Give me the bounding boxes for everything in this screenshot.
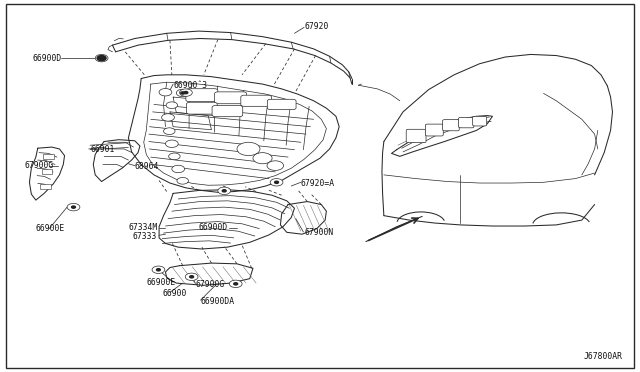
Circle shape: [159, 89, 172, 96]
Circle shape: [179, 89, 192, 96]
Circle shape: [166, 102, 177, 109]
Text: 66900D: 66900D: [198, 223, 228, 232]
Circle shape: [185, 273, 198, 280]
Circle shape: [162, 114, 174, 121]
Circle shape: [169, 153, 180, 160]
FancyBboxPatch shape: [459, 118, 474, 128]
Text: 66900̂3: 66900̂3: [173, 81, 207, 90]
Circle shape: [184, 92, 188, 94]
Circle shape: [100, 57, 104, 59]
Circle shape: [176, 89, 189, 97]
Circle shape: [189, 276, 193, 278]
FancyBboxPatch shape: [212, 106, 243, 117]
Circle shape: [218, 187, 230, 195]
Circle shape: [267, 161, 284, 170]
Circle shape: [180, 92, 184, 94]
FancyBboxPatch shape: [241, 95, 271, 106]
Text: 67333: 67333: [133, 231, 157, 241]
Text: 67334M: 67334M: [129, 223, 157, 232]
FancyBboxPatch shape: [443, 120, 460, 131]
Circle shape: [177, 177, 188, 184]
Text: 66900E: 66900E: [36, 224, 65, 233]
Circle shape: [172, 165, 184, 173]
Circle shape: [166, 140, 178, 147]
Circle shape: [222, 190, 226, 192]
Circle shape: [97, 55, 106, 61]
Text: 66900DA: 66900DA: [200, 297, 235, 306]
Bar: [42, 169, 52, 174]
FancyBboxPatch shape: [406, 129, 426, 142]
FancyBboxPatch shape: [214, 92, 246, 104]
Text: 67900G: 67900G: [25, 161, 54, 170]
FancyBboxPatch shape: [186, 89, 218, 102]
Circle shape: [152, 266, 165, 273]
Text: 68964: 68964: [135, 162, 159, 171]
Circle shape: [275, 181, 278, 183]
Text: 66900D: 66900D: [32, 54, 61, 62]
Text: 67900N: 67900N: [304, 228, 333, 237]
FancyBboxPatch shape: [268, 99, 296, 110]
Text: 67900G: 67900G: [195, 280, 225, 289]
Circle shape: [95, 54, 108, 62]
Circle shape: [270, 179, 283, 186]
Circle shape: [237, 142, 260, 155]
Text: 67920: 67920: [304, 22, 328, 31]
Circle shape: [234, 283, 237, 285]
Text: 66900E: 66900E: [147, 278, 175, 287]
Circle shape: [72, 206, 76, 208]
Circle shape: [253, 153, 272, 164]
Circle shape: [229, 280, 242, 288]
Text: J67800AR: J67800AR: [583, 352, 622, 361]
FancyBboxPatch shape: [472, 116, 486, 126]
Circle shape: [164, 128, 175, 135]
FancyBboxPatch shape: [426, 124, 444, 136]
Circle shape: [67, 203, 80, 211]
Text: 66900: 66900: [163, 289, 187, 298]
Bar: [44, 154, 54, 159]
Circle shape: [157, 269, 161, 271]
Text: 67920=A: 67920=A: [301, 179, 335, 187]
FancyBboxPatch shape: [186, 102, 217, 114]
Bar: [40, 184, 51, 189]
Text: 66901: 66901: [90, 145, 115, 154]
